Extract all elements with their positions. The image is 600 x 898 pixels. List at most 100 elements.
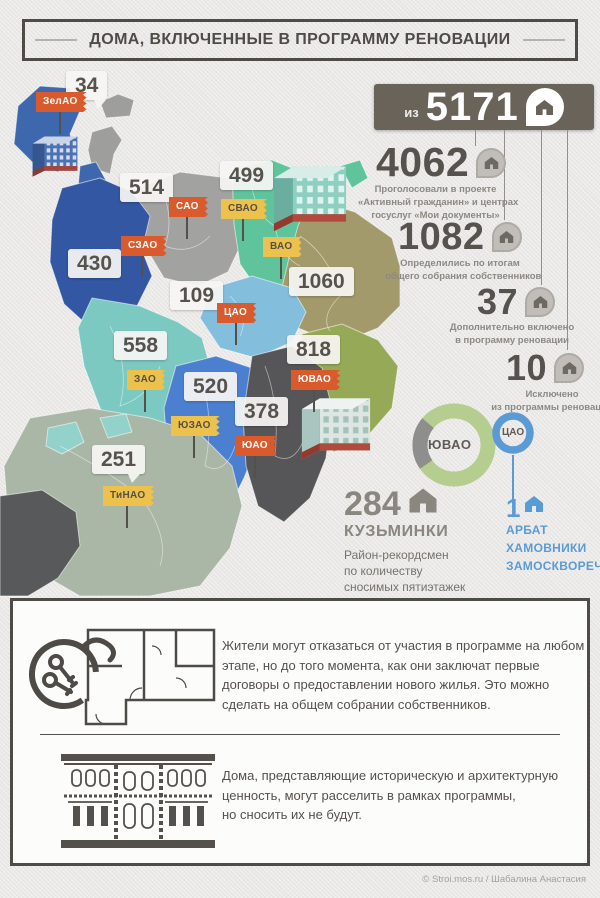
five-story-building-illustration-blue bbox=[32, 136, 78, 177]
stat-excluded: 10 bbox=[506, 347, 585, 388]
district-count-chip-szao: 430 bbox=[68, 249, 122, 278]
stat-value: 1082 bbox=[398, 216, 485, 258]
record-value: 284 bbox=[344, 485, 401, 523]
stat-assembly: 1082 bbox=[398, 218, 522, 256]
minimum-block: 1 АРБАТ ХАМОВНИКИ ЗАМОСКВОРЕЧЬЕ bbox=[506, 495, 600, 575]
flag-pin bbox=[280, 257, 283, 279]
flag-pin bbox=[253, 456, 256, 478]
donut-label-uvao: ЮВАО bbox=[428, 437, 472, 452]
district-count-chip-uao: 378 bbox=[235, 397, 289, 426]
flag-zelao: ЗелАО bbox=[36, 92, 87, 134]
connector-line bbox=[567, 130, 568, 350]
district-count-chip-sao: 514 bbox=[120, 173, 174, 202]
district-count-chip-svao: 499 bbox=[220, 161, 274, 190]
flag-pin bbox=[126, 506, 129, 528]
house-pin-icon bbox=[476, 147, 507, 178]
record-row: 284 bbox=[344, 487, 465, 521]
house-icon bbox=[562, 362, 576, 374]
stat-value: 10 bbox=[506, 347, 548, 388]
total-box: из 5171 bbox=[374, 84, 594, 130]
flag-label: ВАО bbox=[263, 237, 302, 257]
flag-tinao: ТиНАО bbox=[103, 486, 155, 528]
flag-szao: СЗАО bbox=[121, 236, 167, 278]
flag-svao: СВАО bbox=[221, 199, 268, 241]
flag-pin bbox=[144, 390, 147, 412]
record-district: КУЗЬМИНКИ bbox=[344, 523, 449, 540]
keys-and-floorplan-icon bbox=[29, 628, 216, 726]
note-historic-text: Дома, представляющие историческую и архи… bbox=[222, 768, 559, 822]
credits: © Stroi.mos.ru / Шабалина Анастасия bbox=[422, 874, 586, 885]
total-value: 5171 bbox=[425, 84, 519, 129]
flag-label: САО bbox=[169, 197, 208, 217]
stat-caption: Дополнительно включено в программу ренов… bbox=[449, 322, 575, 346]
flag-vao: ВАО bbox=[263, 237, 302, 279]
record-caption: Район-рекордсмен по количеству сносимых … bbox=[344, 548, 466, 594]
district-count-chip-zao: 558 bbox=[114, 331, 168, 360]
district-count-chip-tinao: 251 bbox=[92, 445, 146, 483]
flag-zao: ЗАО bbox=[127, 370, 166, 412]
flag-label: ЦАО bbox=[217, 303, 257, 323]
ring-label-cao: ЦАО bbox=[502, 427, 525, 438]
stat-value: 37 bbox=[477, 281, 519, 322]
flag-label: ЗАО bbox=[127, 370, 166, 390]
house-pin-icon bbox=[525, 287, 556, 317]
minimum-value: 1 bbox=[506, 493, 521, 523]
panel-divider bbox=[40, 734, 560, 735]
flag-pin bbox=[186, 217, 189, 239]
flag-uvao: ЮВАО bbox=[291, 370, 341, 412]
title-dash-right bbox=[522, 39, 565, 41]
house-icon bbox=[484, 156, 498, 169]
connector-line bbox=[504, 130, 505, 220]
five-story-building-illustration-teal bbox=[273, 166, 347, 232]
flag-pin bbox=[141, 256, 144, 278]
house-icon bbox=[533, 296, 547, 308]
note-optout-text: Жители могут отказаться от участия в про… bbox=[222, 638, 585, 712]
flag-pin bbox=[192, 436, 195, 458]
flag-label: ЮВАО bbox=[291, 370, 341, 390]
title-box: ДОМА, ВКЛЮЧЕННЫЕ В ПРОГРАММУ РЕНОВАЦИИ bbox=[22, 19, 578, 61]
flag-label: СВАО bbox=[221, 199, 268, 219]
flag-pin bbox=[234, 323, 237, 345]
house-pin-icon bbox=[554, 353, 585, 383]
connector-line bbox=[541, 130, 542, 285]
minimum-areas: АРБАТ ХАМОВНИКИ ЗАМОСКВОРЕЧЬЕ bbox=[506, 523, 600, 573]
stat-caption: Исключено из программы реновации bbox=[491, 389, 600, 413]
historical-building-icon bbox=[61, 754, 215, 848]
stat-value: 4062 bbox=[376, 139, 470, 185]
district-count-chip-vao: 1060 bbox=[289, 267, 354, 296]
flag-uao: ЮАО bbox=[235, 436, 277, 478]
house-icon bbox=[409, 488, 437, 513]
flag-pin bbox=[241, 219, 244, 241]
flag-label: ЗелАО bbox=[36, 92, 87, 112]
house-icon bbox=[499, 231, 514, 243]
flag-cao: ЦАО bbox=[217, 303, 257, 345]
ring-chart-cao bbox=[492, 412, 534, 454]
donut-chart-uvao bbox=[412, 403, 496, 487]
flag-label: ТиНАО bbox=[103, 486, 155, 506]
stat-added: 37 bbox=[477, 281, 556, 322]
page-title: ДОМА, ВКЛЮЧЕННЫЕ В ПРОГРАММУ РЕНОВАЦИИ bbox=[89, 31, 511, 48]
title-dash-left bbox=[35, 39, 78, 41]
stat-caption: Определились по итогам общего собрания с… bbox=[385, 258, 542, 282]
flag-uzao: ЮЗАО bbox=[171, 416, 220, 458]
flag-label: ЮЗАО bbox=[171, 416, 220, 436]
flag-pin bbox=[313, 390, 316, 412]
house-icon bbox=[536, 99, 554, 115]
flag-pin bbox=[58, 112, 61, 134]
stat-voted: 4062 bbox=[376, 139, 507, 185]
house-pin-icon bbox=[491, 222, 522, 252]
house-icon bbox=[525, 496, 544, 512]
stat-caption: Проголосовали в проекте «Активный гражда… bbox=[358, 184, 519, 221]
total-prefix: из bbox=[404, 104, 419, 120]
minimum-row: 1 bbox=[506, 495, 600, 521]
district-count-chip-uvao: 818 bbox=[287, 335, 341, 364]
record-block: 284 КУЗЬМИНКИ Район-рекордсмен по количе… bbox=[344, 487, 465, 595]
flag-label: ЮАО bbox=[235, 436, 277, 456]
blue-connector-line bbox=[512, 455, 514, 503]
district-count-chip-uzao: 520 bbox=[184, 372, 238, 401]
flag-sao: САО bbox=[169, 197, 208, 239]
five-story-building-illustration-light bbox=[301, 398, 371, 460]
flag-label: СЗАО bbox=[121, 236, 167, 256]
district-count-chip-cao: 109 bbox=[170, 281, 224, 310]
